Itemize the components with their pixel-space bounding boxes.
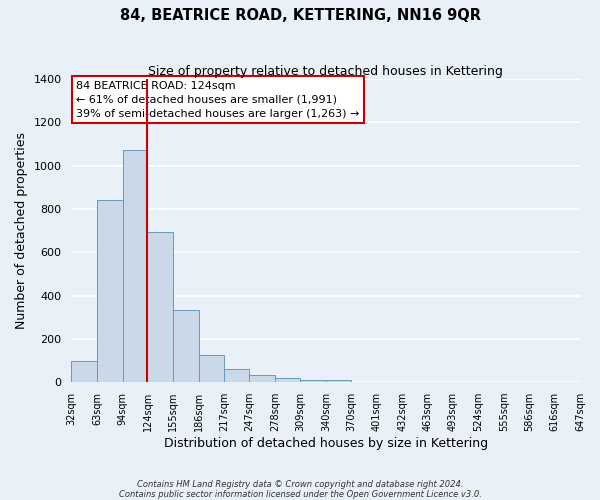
Text: Contains HM Land Registry data © Crown copyright and database right 2024.
Contai: Contains HM Land Registry data © Crown c… <box>119 480 481 499</box>
Bar <box>97 200 122 382</box>
Bar <box>301 380 326 382</box>
Bar <box>326 380 351 382</box>
Title: Size of property relative to detached houses in Kettering: Size of property relative to detached ho… <box>148 65 503 78</box>
Y-axis label: Number of detached properties: Number of detached properties <box>15 132 28 329</box>
Text: 84 BEATRICE ROAD: 124sqm
← 61% of detached houses are smaller (1,991)
39% of sem: 84 BEATRICE ROAD: 124sqm ← 61% of detach… <box>76 80 360 118</box>
Bar <box>275 378 301 382</box>
Bar <box>148 232 173 382</box>
Bar <box>249 376 275 382</box>
Bar <box>199 355 224 382</box>
Bar <box>71 360 97 382</box>
Text: 84, BEATRICE ROAD, KETTERING, NN16 9QR: 84, BEATRICE ROAD, KETTERING, NN16 9QR <box>119 8 481 22</box>
Bar <box>122 150 148 382</box>
X-axis label: Distribution of detached houses by size in Kettering: Distribution of detached houses by size … <box>164 437 488 450</box>
Bar <box>224 368 249 382</box>
Bar <box>173 310 199 382</box>
